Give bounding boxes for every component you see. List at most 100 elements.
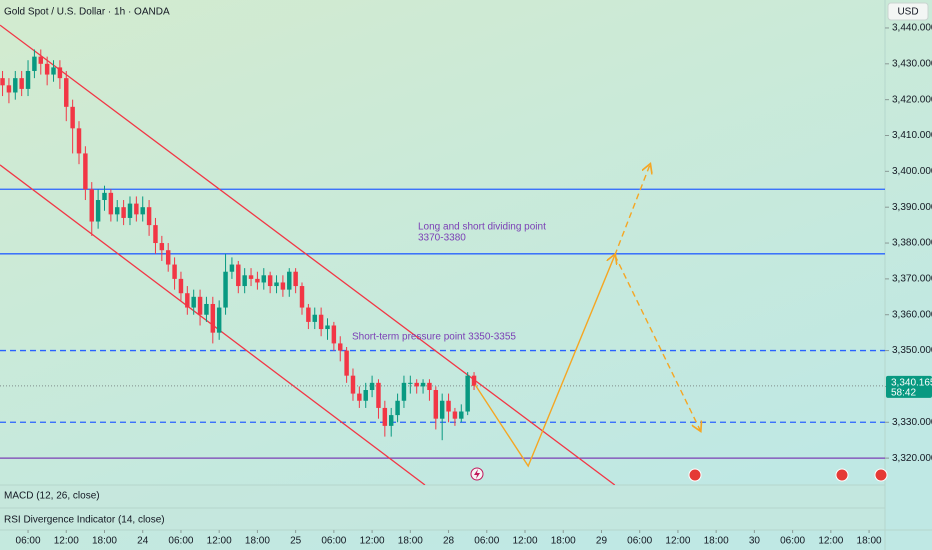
candle-body — [83, 153, 88, 190]
y-tick-label: 3,430.000 — [892, 58, 932, 69]
candle-body — [312, 314, 317, 322]
candle-body — [446, 400, 451, 412]
event-icon[interactable] — [874, 468, 888, 482]
candle-body — [115, 207, 120, 215]
candle-body — [350, 375, 356, 394]
candle-body — [344, 350, 349, 376]
countdown-label: 58:42 — [891, 387, 916, 398]
candle-body — [140, 207, 145, 215]
x-tick-label: 12:00 — [207, 536, 232, 547]
x-tick-label: 12:00 — [818, 536, 843, 547]
plot-area — [0, 24, 885, 485]
candle-body — [261, 275, 267, 283]
y-tick-label: 3,410.000 — [892, 130, 932, 141]
x-tick-label: 06:00 — [16, 536, 41, 547]
x-tick-label: 25 — [290, 536, 302, 547]
candle-body — [433, 390, 439, 419]
x-tick-label: 24 — [137, 536, 149, 547]
candle-body — [331, 325, 337, 344]
indicator-label: MACD (12, 26, close) — [4, 491, 100, 502]
x-tick-label: 06:00 — [780, 536, 805, 547]
candle-body — [439, 400, 445, 419]
symbol-title: Gold Spot / U.S. Dollar · 1h · OANDA — [4, 7, 170, 18]
candle-body — [127, 203, 133, 218]
candle-body — [76, 128, 82, 154]
candle-body — [134, 203, 139, 215]
candle-body — [357, 393, 362, 401]
candle-body — [318, 314, 324, 330]
trend-line — [0, 24, 616, 485]
y-tick-label: 3,440.000 — [892, 23, 932, 34]
candle-body — [51, 67, 56, 75]
x-tick-label: 18:00 — [857, 536, 882, 547]
candle-body — [395, 400, 400, 416]
candle-body — [210, 303, 216, 333]
candle-body — [452, 411, 458, 419]
candle-body — [153, 225, 158, 244]
x-tick-label: 12:00 — [512, 536, 537, 547]
y-tick-label: 3,380.000 — [892, 238, 932, 249]
x-tick-label: 06:00 — [321, 536, 346, 547]
candle-body — [191, 296, 196, 308]
x-tick-label: 06:00 — [627, 536, 652, 547]
candle-body — [197, 296, 203, 315]
y-tick-label: 3,400.000 — [892, 166, 932, 177]
candle-body — [121, 207, 126, 218]
currency-label[interactable]: USD — [897, 7, 918, 18]
candle-body — [229, 264, 235, 272]
candle-body — [102, 192, 107, 201]
event-icon[interactable] — [835, 468, 849, 482]
candle-body — [306, 307, 311, 322]
candle-body — [376, 382, 381, 408]
last-price-label: 3,340.165 — [891, 377, 932, 388]
candle-body — [44, 63, 50, 75]
candle-body — [427, 382, 432, 391]
candle-body — [465, 375, 470, 412]
candle-body — [388, 415, 394, 426]
candle-body — [325, 325, 330, 330]
y-tick-label: 3,370.000 — [892, 274, 932, 285]
annotation: 3370-3380 — [418, 233, 466, 244]
x-tick-label: 18:00 — [245, 536, 270, 547]
candle-body — [25, 70, 31, 89]
candle-body — [95, 200, 101, 222]
candle-body — [178, 278, 184, 294]
candle-body — [172, 264, 177, 279]
annotation: Long and short dividing point — [418, 222, 546, 233]
candle-body — [287, 271, 292, 290]
candle-body — [223, 271, 228, 308]
annotation: Short-term pressure point 3350-3355 — [352, 332, 516, 343]
indicator-label: RSI Divergence Indicator (14, close) — [4, 515, 165, 526]
currency-button[interactable] — [887, 2, 929, 21]
candle-body — [6, 85, 12, 93]
candle-body — [363, 390, 368, 401]
y-tick-label: 3,320.000 — [892, 453, 932, 464]
x-tick-label: 06:00 — [168, 536, 193, 547]
candle-body — [204, 303, 209, 315]
projection-path — [614, 254, 700, 430]
candle-body — [293, 271, 298, 287]
candle-body — [19, 78, 24, 89]
y-tick-label: 3,330.000 — [892, 417, 932, 428]
candle-body — [236, 264, 241, 287]
candle-body — [64, 78, 69, 107]
event-icon[interactable] — [688, 468, 702, 482]
x-tick-label: 18:00 — [704, 536, 729, 547]
candle-body — [255, 278, 260, 283]
candle-body — [338, 343, 343, 351]
candle-body — [89, 189, 94, 222]
candle-body — [159, 243, 165, 251]
x-tick-label: 29 — [596, 536, 608, 547]
lightning — [474, 469, 480, 479]
candle-body — [408, 382, 413, 384]
y-tick-label: 3,390.000 — [892, 202, 932, 213]
x-tick-label: 18:00 — [551, 536, 576, 547]
candle-body — [32, 56, 37, 71]
candle-body — [0, 78, 5, 86]
candle-body — [165, 250, 171, 265]
y-tick-label: 3,360.000 — [892, 309, 932, 320]
candle-body — [280, 282, 286, 290]
